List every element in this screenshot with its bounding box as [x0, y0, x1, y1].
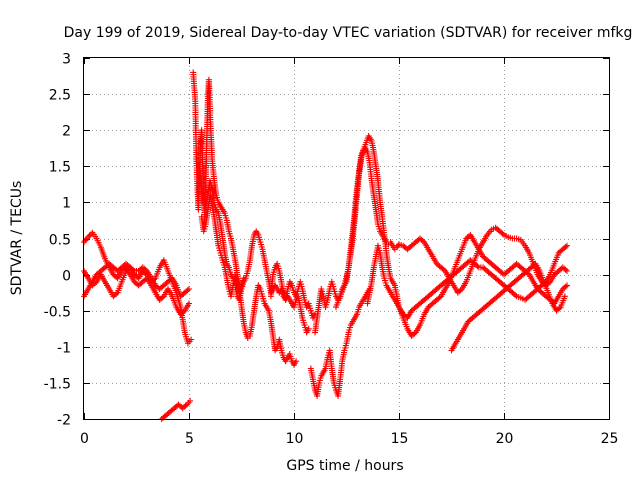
series-track-d [158, 397, 194, 422]
data-point [186, 300, 192, 307]
data-point [562, 243, 569, 250]
data-point [187, 397, 194, 404]
x-tick-label: 15 [391, 431, 409, 447]
series-track-c [81, 260, 192, 300]
data-point [562, 266, 569, 273]
data-point [562, 283, 569, 290]
x-axis-label: GPS time / hours [286, 458, 403, 474]
grid [84, 58, 609, 419]
y-tick-label: 3 [62, 52, 71, 68]
data-point [394, 242, 401, 249]
data-marks [81, 69, 570, 422]
data-point [184, 287, 191, 294]
data-point [564, 242, 570, 249]
y-tick-label: 2 [62, 124, 71, 140]
series-track-g [198, 192, 247, 300]
y-tick-label: 2.5 [49, 88, 71, 104]
data-point [113, 290, 120, 297]
data-point [186, 286, 192, 292]
data-point [182, 402, 189, 409]
data-point [474, 263, 481, 270]
x-tick-label: 0 [80, 431, 89, 447]
data-point [293, 358, 300, 365]
x-tick-label: 5 [185, 431, 194, 447]
data-point [512, 292, 519, 299]
series-track-k [333, 133, 570, 321]
y-tick-label: -1 [57, 341, 71, 357]
series-track-h [267, 260, 312, 336]
axis-ticks [84, 58, 610, 420]
y-tick-labels: -2 -1.5 -1 -0.5 0 0.5 1 1.5 2 2.5 3 [44, 52, 71, 429]
y-tick-label: 1.5 [49, 160, 71, 176]
data-point [86, 232, 93, 239]
data-point [130, 266, 136, 273]
x-tick-label: 10 [286, 431, 304, 447]
y-tick-label: -0.5 [44, 305, 71, 321]
data-point [305, 325, 312, 332]
series-track-i [307, 286, 373, 399]
chart-title: Day 199 of 2019, Sidereal Day-to-day VTE… [64, 25, 633, 41]
x-tick-label: 20 [496, 431, 514, 447]
y-axis-label: SDTVAR / TECUs [9, 181, 25, 296]
y-tick-label: -2 [57, 413, 71, 429]
y-tick-label: 1 [62, 196, 71, 212]
y-tick-label: 0 [62, 269, 71, 285]
plot-frame [83, 57, 610, 420]
y-tick-label: 0.5 [49, 233, 71, 249]
data-point [499, 230, 506, 237]
data-point [561, 293, 568, 300]
series-track-l [364, 231, 570, 339]
data-point [556, 305, 563, 312]
series-track-f [196, 163, 318, 321]
y-tick-label: -1.5 [44, 377, 71, 393]
data-point [240, 275, 247, 282]
data-point [188, 336, 195, 343]
data-point [564, 268, 570, 274]
x-tick-labels: 0 5 10 15 20 25 [80, 431, 618, 447]
x-tick-label: 25 [601, 431, 619, 447]
series-track-m [448, 260, 568, 354]
data-point [564, 282, 570, 289]
